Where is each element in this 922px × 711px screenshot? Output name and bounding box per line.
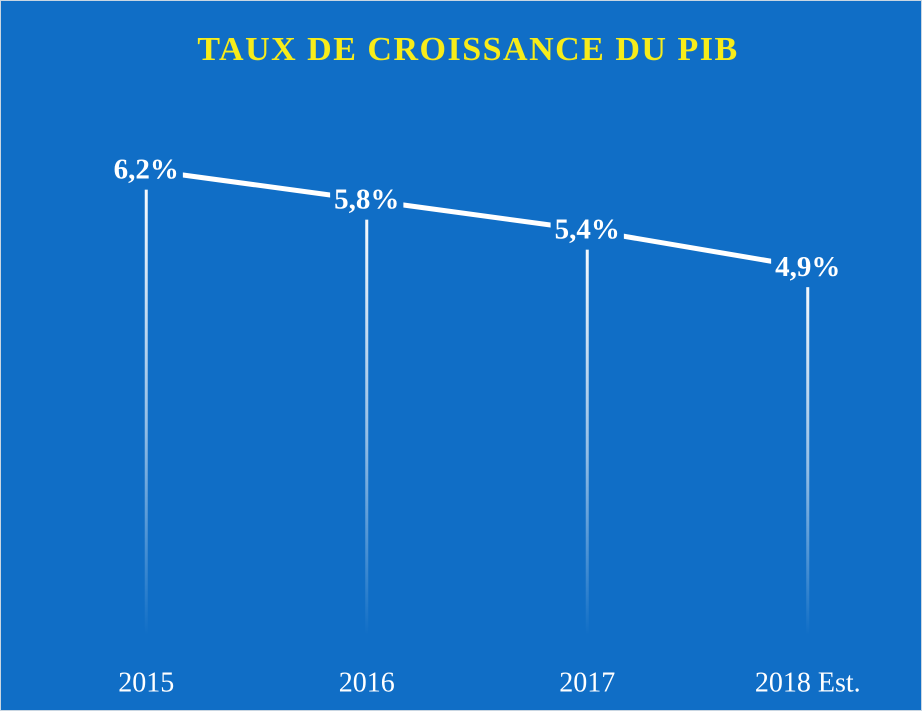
data-label: 5,8% bbox=[334, 184, 399, 216]
data-label-group: 6,2% bbox=[109, 151, 183, 190]
x-tick-label: 2015 bbox=[118, 667, 174, 698]
data-label-group: 4,9% bbox=[771, 249, 845, 288]
x-tick-label: 2016 bbox=[339, 667, 395, 698]
data-label-background bbox=[550, 211, 624, 250]
drop-line bbox=[365, 200, 369, 635]
chart-title: TAUX DE CROISSANCE DU PIB bbox=[197, 31, 738, 68]
drop-line bbox=[144, 170, 148, 635]
data-label: 5,4% bbox=[555, 214, 620, 246]
data-label: 6,2% bbox=[114, 154, 179, 186]
data-label: 4,9% bbox=[775, 251, 840, 283]
x-tick-label: 2017 bbox=[559, 667, 615, 698]
data-label-background bbox=[771, 249, 845, 288]
plot-area: 6,2% 5,8% 5,4% 4,9% 2015 2016 2017 2018 Est. bbox=[109, 151, 861, 698]
line bbox=[145, 167, 809, 270]
x-tick-label: 2018 Est. bbox=[755, 667, 861, 698]
data-label-background bbox=[109, 151, 183, 190]
data-label-group: 5,8% bbox=[330, 181, 404, 220]
data-label-group: 5,4% bbox=[550, 211, 624, 250]
drop-line bbox=[806, 267, 810, 635]
data-label-background bbox=[330, 181, 404, 220]
drop-line bbox=[585, 230, 589, 635]
